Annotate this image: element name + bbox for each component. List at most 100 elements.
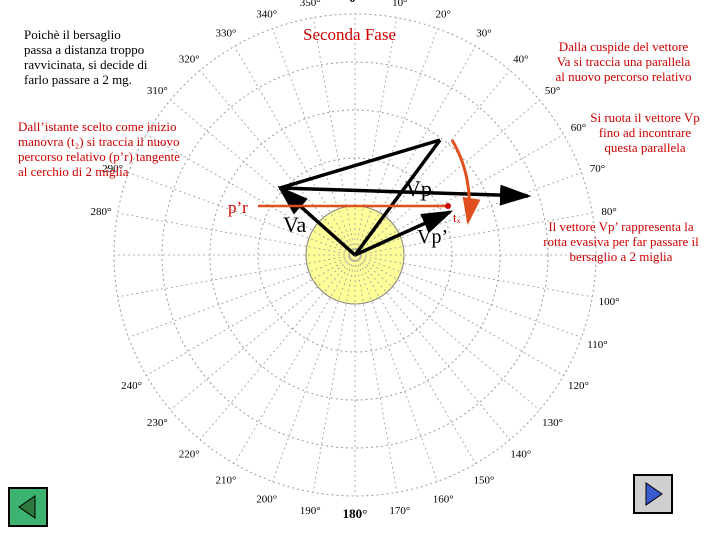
bearing-spoke	[354, 254, 564, 376]
bearing-spoke	[354, 254, 476, 464]
bearing-spoke	[128, 172, 356, 256]
bearing-spoke	[312, 17, 356, 256]
note-ruota-line: questa parallela	[604, 139, 686, 155]
bearing-label: 10°	[392, 0, 407, 9]
previous-slide-icon	[18, 495, 36, 519]
note-ruota-line: fino ad incontrare	[598, 124, 692, 140]
note-intro-line: ravvicinata, si decide di	[24, 56, 148, 72]
bearing-label: 0°	[349, 0, 361, 5]
bearing-label: 100°	[599, 296, 620, 308]
bearing-spoke	[354, 254, 540, 411]
bearing-label: 280°	[90, 206, 111, 218]
bearing-label: 150°	[474, 474, 495, 486]
slide-title: Seconda Fase	[303, 25, 397, 44]
bearing-spoke	[354, 254, 438, 482]
next-slide-button[interactable]	[633, 474, 673, 514]
note-ruota: Si ruota il vettore Vp fino ad incontrar…	[575, 110, 715, 156]
note-cuspide-line: Dalla cuspide del vettore	[558, 39, 689, 54]
bearing-label: 230°	[147, 417, 168, 429]
bearing-spoke	[234, 254, 356, 464]
bearing-label: 310°	[147, 85, 168, 97]
bearing-spoke	[312, 254, 356, 493]
note-intro-line: passa a distanza troppo	[24, 41, 145, 57]
bearing-label: 200°	[256, 493, 277, 505]
bearing-spoke	[354, 254, 593, 298]
bearing-spoke	[170, 254, 356, 411]
bearing-spoke	[199, 70, 356, 256]
bearing-label: 160°	[433, 493, 454, 505]
bearing-label: 170°	[389, 505, 410, 517]
bearing-spoke	[354, 212, 593, 256]
bearing-label: 70°	[590, 163, 605, 175]
bearing-spoke	[354, 46, 476, 256]
tx-label: tₓ	[453, 210, 461, 225]
note-evasiva-line: rotta evasiva per far passare il	[543, 233, 699, 249]
pr-label: p’r	[228, 198, 248, 217]
note-evasiva: Il vettore Vp’ rappresenta la rotta evas…	[527, 219, 715, 265]
note-intro-line: Poichè il bersaglio	[24, 27, 121, 42]
note-cuspide: Dalla cuspide del vettore Va si traccia …	[536, 39, 711, 85]
bearing-label: 290°	[102, 163, 123, 175]
bearing-spoke	[117, 254, 356, 298]
note-manovra-line: manovra (t₂) si traccia il nuovo	[18, 133, 180, 149]
bearing-label: 120°	[568, 380, 589, 392]
note-intro: Poichè il bersaglio passa a distanza tro…	[24, 27, 184, 88]
vp-prime-vector	[354, 210, 454, 257]
bearing-label: 20°	[436, 9, 451, 21]
bearing-label: 110°	[587, 339, 608, 351]
bearing-spoke	[354, 254, 511, 440]
range-ring	[161, 61, 549, 449]
note-manovra-line: al cerchio di 2 miglia	[18, 163, 129, 179]
bearing-spoke	[354, 70, 511, 256]
previous-slide-button[interactable]	[8, 487, 48, 527]
note-manovra-line: Dall’istante scelto come inizio	[18, 119, 177, 134]
bearing-label: 30°	[476, 28, 491, 40]
vp-vector	[353, 138, 442, 257]
bearing-label: 320°	[179, 53, 200, 65]
note-cuspide-line: Va si traccia una parallela	[556, 53, 691, 69]
bearing-spoke	[354, 254, 582, 338]
note-evasiva-line: bersaglio a 2 miglia	[569, 248, 673, 264]
vp-prime-label: Vp’	[417, 226, 448, 248]
note-ruota-line: Si ruota il vettore Vp	[590, 110, 700, 125]
bearing-spoke	[354, 99, 540, 256]
relative-vector	[279, 138, 441, 190]
rotation-arc	[450, 139, 481, 225]
bearing-label: 240°	[121, 380, 142, 392]
bearing-spoke	[354, 17, 398, 256]
bearing-label: 60°	[571, 122, 586, 134]
va-vector	[277, 185, 357, 257]
tx-point	[445, 203, 451, 209]
bearing-label: 80°	[601, 206, 616, 218]
bearing-label: 330°	[216, 28, 237, 40]
bearing-label: 210°	[216, 474, 237, 486]
note-intro-line: farlo passare a 2 mg.	[24, 71, 132, 87]
bearing-spoke	[146, 134, 356, 256]
parallel-line	[279, 184, 532, 206]
bearing-label: 220°	[179, 449, 200, 461]
bearing-label: 140°	[510, 449, 531, 461]
note-manovra: Dall’istante scelto come inizio manovra …	[18, 119, 218, 180]
bearing-spoke	[354, 28, 438, 256]
bearing-spoke	[146, 254, 356, 376]
vp-label: Vp	[405, 176, 432, 201]
bearing-label: 180°	[343, 506, 368, 521]
bearing-spoke	[199, 254, 356, 440]
note-cuspide-line: al nuovo percorso relativo	[555, 68, 692, 84]
note-evasiva-line: Il vettore Vp’ rappresenta la	[548, 219, 694, 234]
bearing-spoke	[354, 254, 398, 493]
next-slide-icon	[645, 482, 663, 506]
note-manovra-line: percorso relativo (p’r) tangente	[18, 148, 181, 164]
bearing-label: 130°	[542, 417, 563, 429]
bearing-labels: 0° 10° 20° 30° 40° 50° 60° 70° 80° 100° 110° 120° 13…	[90, 0, 619, 521]
bearing-spoke	[234, 46, 356, 256]
bearing-spoke	[272, 254, 356, 482]
bearing-spoke	[117, 212, 356, 256]
bearing-label: 340°	[256, 9, 277, 21]
bearing-spoke	[272, 28, 356, 256]
va-label: Va	[283, 212, 306, 237]
bearing-label: 50°	[545, 85, 560, 97]
bearing-spoke	[128, 254, 356, 338]
